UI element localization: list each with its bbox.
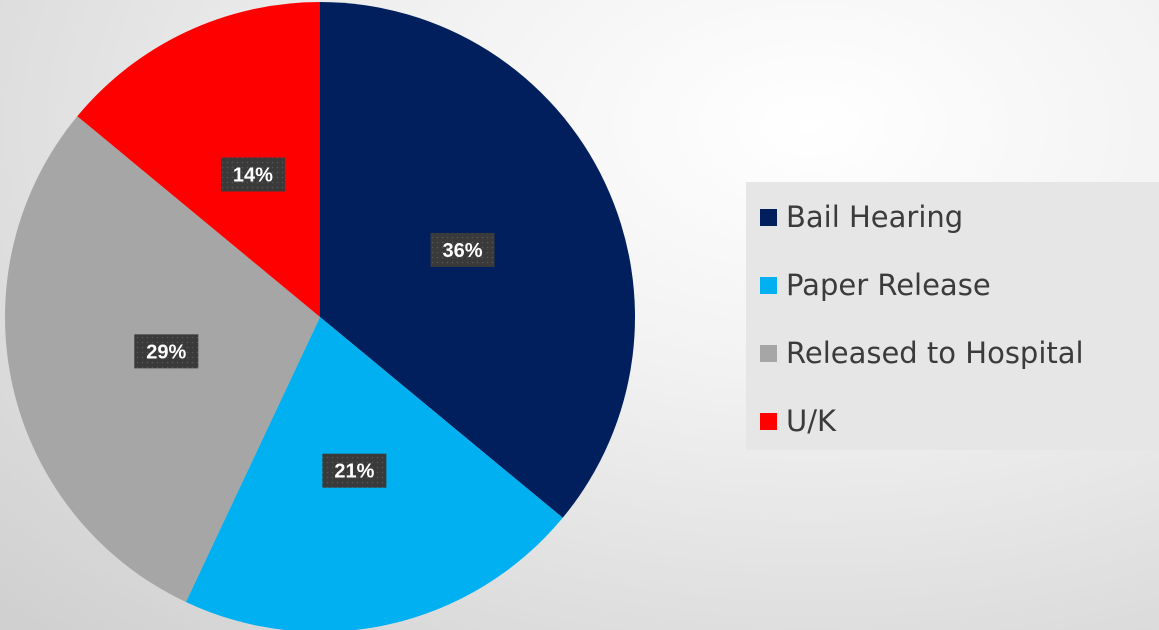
legend-label: Paper Release	[786, 268, 991, 302]
data-label-bail-hearing: 36%	[430, 232, 495, 267]
legend-item-released-to-hospital: Released to Hospital	[760, 333, 1084, 373]
data-label-released-to-hospital: 29%	[134, 334, 199, 369]
data-label-background	[134, 334, 199, 369]
legend-item-uk: U/K	[760, 401, 836, 441]
legend-label: Bail Hearing	[786, 200, 964, 234]
legend-item-paper-release: Paper Release	[760, 265, 991, 305]
data-label-text: 29%	[146, 341, 186, 363]
legend-swatch-bail-hearing	[760, 208, 777, 226]
legend-swatch-paper-release	[760, 276, 777, 294]
data-label-background	[430, 232, 495, 267]
legend-item-bail-hearing: Bail Hearing	[760, 197, 963, 237]
legend-label: U/K	[786, 404, 837, 438]
legend-label: Released to Hospital	[786, 336, 1084, 370]
pie-slice-uk	[77, 2, 320, 317]
data-label-uk: 14%	[220, 157, 285, 192]
data-label-paper-release: 21%	[322, 453, 387, 488]
data-label-text: 21%	[334, 461, 374, 483]
data-label-text: 14%	[233, 164, 273, 186]
legend-swatch-uk	[760, 412, 777, 430]
data-label-background	[322, 453, 387, 488]
chart-legend: Bail Hearing Paper Release Released to H…	[746, 182, 1159, 450]
legend-swatch-released-to-hospital	[760, 344, 777, 362]
data-label-text: 36%	[442, 240, 482, 262]
data-label-background	[220, 157, 285, 192]
